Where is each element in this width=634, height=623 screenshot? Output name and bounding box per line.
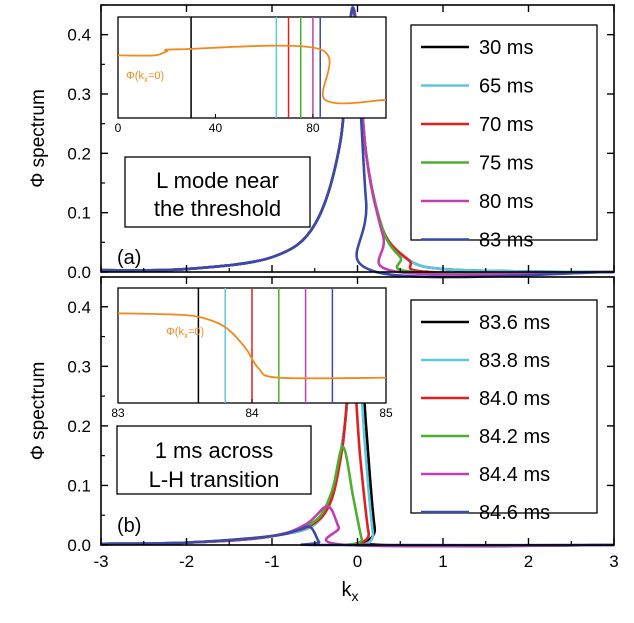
inset-label-main: Φ(k — [126, 70, 144, 82]
annotation-line-1: L mode near — [156, 168, 279, 193]
inset-curve — [117, 312, 387, 380]
annotation-line-2: the threshold — [154, 196, 281, 221]
legend-label-1: 83.6 ms — [479, 312, 550, 334]
x-axis-label-sub: x — [352, 588, 359, 604]
legend-label-4: 75 ms — [479, 153, 533, 175]
annotation-line-1: 1 ms across — [155, 438, 274, 463]
x-tick-label: 3 — [609, 552, 618, 571]
inset-label-main: Φ(k — [166, 326, 184, 338]
panel-label: (a) — [117, 247, 141, 269]
legend-label-4: 84.2 ms — [479, 426, 550, 448]
x-tick-label: 0 — [353, 552, 362, 571]
legend-label-6: 83 ms — [479, 230, 533, 252]
inset-label-end: =0) — [148, 70, 164, 82]
inset-label-sub: x — [144, 75, 148, 84]
legend-label-2: 83.8 ms — [479, 350, 550, 372]
y-tick-label: 0.4 — [67, 26, 91, 45]
legend-label-3: 70 ms — [479, 114, 533, 136]
inset-x-tick-label: 40 — [209, 121, 223, 135]
x-axis-label-main: k — [342, 579, 353, 601]
y-axis-label: Φ spectrum — [28, 362, 49, 461]
x-tick-label: -3 — [93, 552, 108, 571]
inset-frame — [117, 16, 387, 119]
inset-x-tick-label: 84 — [245, 406, 259, 420]
inset-x-tick-label: 85 — [379, 406, 393, 420]
x-axis-title: kx — [342, 579, 359, 604]
inset-curve — [117, 44, 387, 105]
panel-a: 0.0 0.1 0.2 0.3 0.4 Φ spectrum (a) L mode near t… — [28, 4, 615, 282]
inset-label: Φ(kx=0) — [166, 326, 204, 340]
panel-b: -3 -2 -1 0 1 2 3 0.0 0.1 0.2 0.3 0.4 Φ spectrum (b) 1 … — [28, 276, 619, 571]
panel-label: (b) — [117, 515, 141, 537]
inset-label-sub: x — [184, 331, 188, 340]
inset-plot: 83 84 85 Φ(kx=0) — [111, 287, 393, 420]
legend-box — [410, 299, 598, 514]
annotation-box — [116, 425, 312, 495]
annotation-line-2: L-H transition — [149, 467, 280, 492]
y-tick-label: 0.0 — [67, 536, 91, 555]
legend-label-3: 84.0 ms — [479, 388, 550, 410]
legend-label-1: 30 ms — [479, 37, 533, 59]
legend-label-5: 84.4 ms — [479, 464, 550, 486]
annotation-box — [124, 156, 311, 228]
inset-plot: 0 40 80 Φ(kx=0) — [115, 16, 387, 135]
x-tick-label: -1 — [264, 552, 279, 571]
legend-label-5: 80 ms — [479, 191, 533, 213]
y-tick-label: 0.3 — [67, 357, 91, 376]
legend: 30 ms 65 ms 70 ms 75 ms 80 ms 83 ms — [410, 24, 598, 252]
y-tick-label: 0.1 — [67, 476, 91, 495]
inset-x-tick-label: 83 — [111, 406, 125, 420]
x-tick-label: 2 — [524, 552, 533, 571]
inset-label: Φ(kx=0) — [126, 70, 164, 84]
inset-x-tick-label: 80 — [306, 121, 320, 135]
inset-label-end: =0) — [188, 326, 204, 338]
x-tick-label: 1 — [438, 552, 447, 571]
legend-label-2: 65 ms — [479, 76, 533, 98]
legend-box — [410, 24, 598, 241]
legend-label-6: 84.6 ms — [479, 502, 550, 524]
y-tick-label: 0.0 — [67, 263, 91, 282]
y-tick-label: 0.3 — [67, 85, 91, 104]
y-tick-label: 0.4 — [67, 298, 91, 317]
y-axis-label: Φ spectrum — [28, 89, 49, 188]
inset-x-tick-label: 0 — [115, 121, 122, 135]
y-tick-label: 0.1 — [67, 204, 91, 223]
x-tick-label: -2 — [179, 552, 194, 571]
x-axis-label: kx — [342, 579, 359, 604]
legend: 83.6 ms 83.8 ms 84.0 ms 84.2 ms 84.4 ms 84.6 … — [410, 299, 598, 524]
y-tick-label: 0.2 — [67, 417, 91, 436]
y-tick-label: 0.2 — [67, 144, 91, 163]
